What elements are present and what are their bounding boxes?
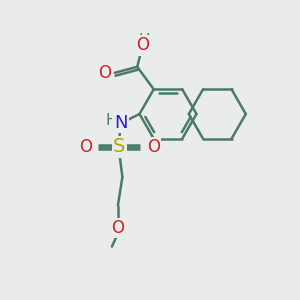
Text: O: O [79, 138, 92, 156]
Text: H: H [106, 113, 117, 128]
Text: O: O [98, 64, 111, 82]
Text: O: O [147, 138, 160, 156]
Text: O: O [111, 219, 124, 237]
Text: S: S [113, 137, 126, 157]
Text: N: N [114, 114, 127, 132]
Text: H: H [138, 33, 150, 48]
Text: O: O [136, 36, 149, 54]
